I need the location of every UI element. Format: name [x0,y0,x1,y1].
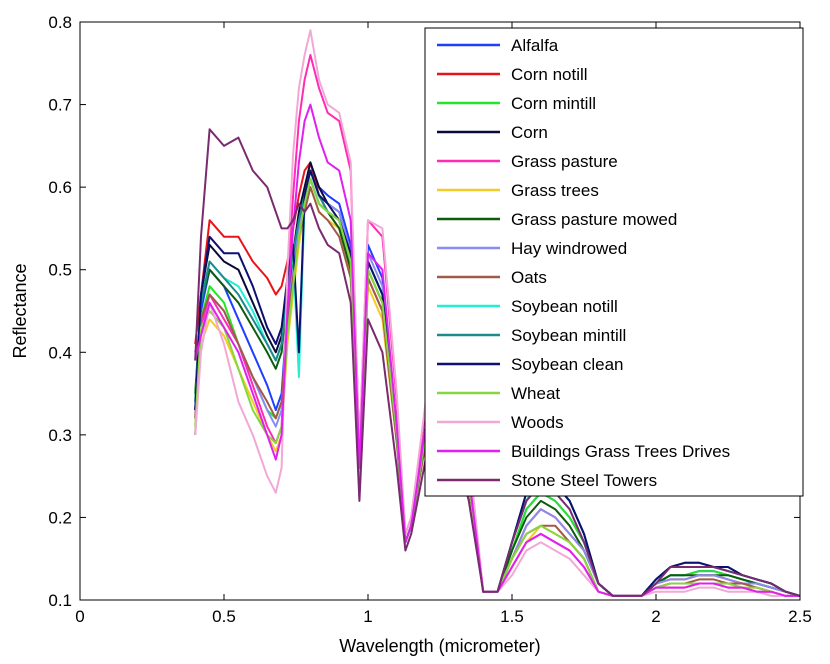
y-tick-label: 0.3 [48,426,72,445]
legend: Alfalfa Corn notill Corn mintill Corn Grass … [424,27,804,497]
legend-label-14: Buildings Grass Trees Drives [511,442,730,461]
legend-label-5: Grass trees [511,181,599,200]
x-tick-label: 2 [651,607,660,626]
y-tick-label: 0.7 [48,96,72,115]
legend-label-7: Hay windrowed [511,239,627,258]
y-tick-label: 0.5 [48,261,72,280]
y-tick-label: 0.4 [48,343,72,362]
legend-box [424,27,804,497]
y-tick-label: 0.1 [48,591,72,610]
tick-layer: 0 0.5 1 1.5 2 2.5 0.1 0.2 0.3 0.4 0.5 0.6 0.7 0.8 [48,13,811,626]
legend-label-0: Alfalfa [511,36,559,55]
x-tick-label: 1.5 [500,607,524,626]
x-tick-label: 0.5 [212,607,236,626]
y-tick-label: 0.2 [48,508,72,527]
y-tick-label: 0.6 [48,178,72,197]
legend-label-10: Soybean mintill [511,326,626,345]
x-tick-label: 0 [75,607,84,626]
legend-label-4: Grass pasture [511,152,618,171]
y-axis-label: Reflectance [10,263,30,358]
legend-label-11: Soybean clean [511,355,623,374]
x-tick-label: 1 [363,607,372,626]
legend-label-15: Stone Steel Towers [511,471,657,490]
legend-label-6: Grass pasture mowed [511,210,677,229]
legend-label-13: Woods [511,413,564,432]
legend-label-9: Soybean notill [511,297,618,316]
legend-label-3: Corn [511,123,548,142]
x-axis-label: Wavelength (micrometer) [339,636,540,656]
legend-label-12: Wheat [511,384,560,403]
legend-label-8: Oats [511,268,547,287]
x-tick-label: 2.5 [788,607,812,626]
legend-label-1: Corn notill [511,65,588,84]
y-tick-label: 0.8 [48,13,72,32]
legend-label-2: Corn mintill [511,94,596,113]
